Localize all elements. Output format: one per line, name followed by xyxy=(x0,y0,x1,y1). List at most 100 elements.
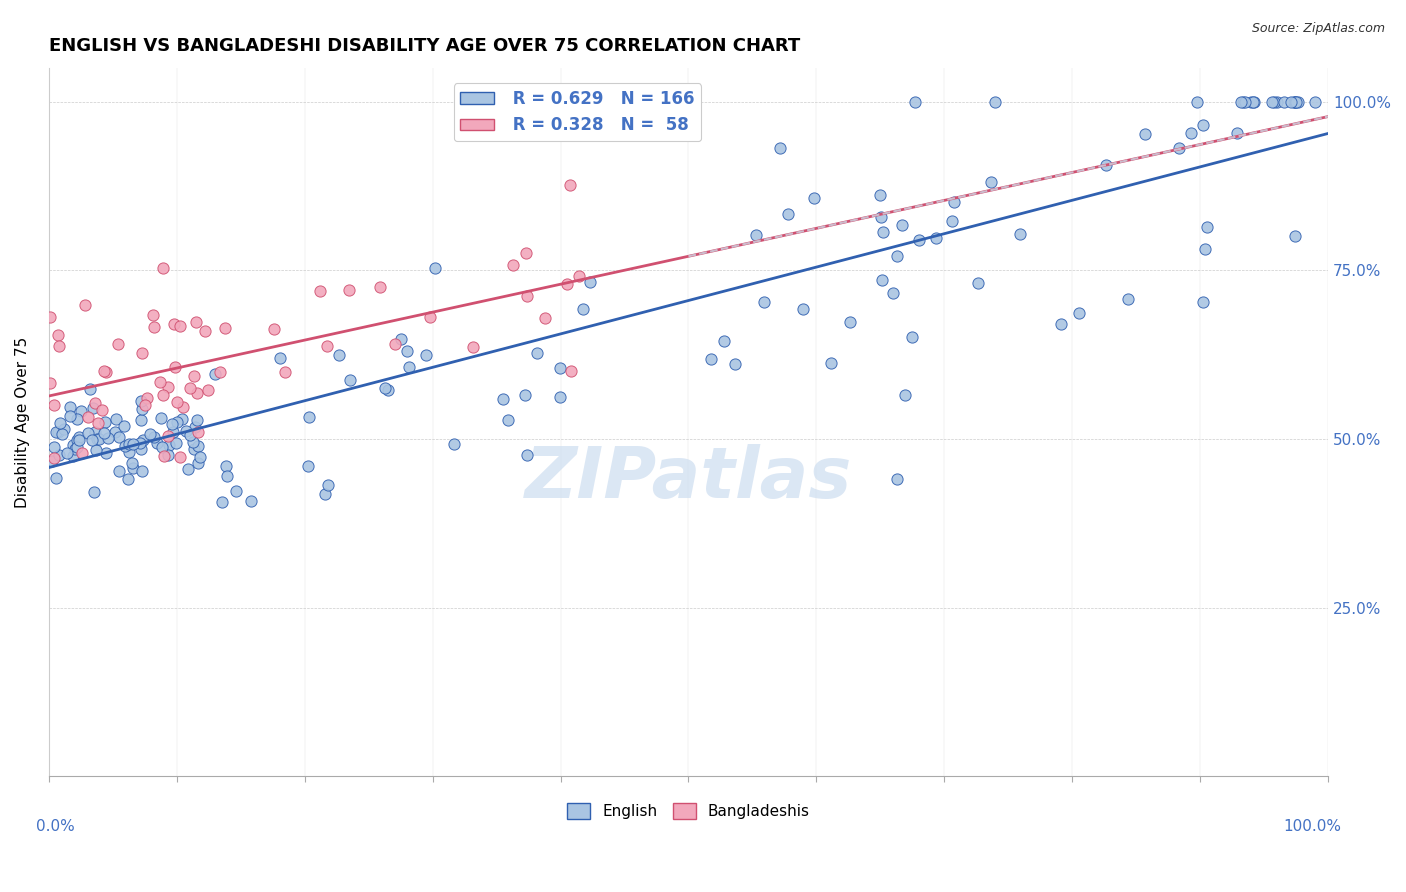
Point xyxy=(1261,95,1284,109)
Point xyxy=(1243,95,1265,109)
Point xyxy=(870,273,893,287)
Point xyxy=(886,250,908,264)
Point xyxy=(157,379,180,393)
Point xyxy=(1240,95,1263,109)
Point xyxy=(1168,141,1191,155)
Point xyxy=(1267,95,1289,109)
Point xyxy=(419,310,441,325)
Point xyxy=(142,430,165,444)
Point xyxy=(1180,127,1202,141)
Point xyxy=(560,178,582,193)
Point xyxy=(415,348,437,362)
Text: 0.0%: 0.0% xyxy=(37,819,75,834)
Point xyxy=(316,478,339,492)
Point xyxy=(48,448,70,462)
Point xyxy=(239,493,262,508)
Point xyxy=(700,351,723,366)
Point xyxy=(131,433,153,447)
Point xyxy=(1226,126,1249,140)
Point xyxy=(942,195,965,210)
Point xyxy=(891,218,914,232)
Point xyxy=(886,472,908,486)
Point xyxy=(204,367,226,381)
Point xyxy=(1233,95,1256,109)
Point xyxy=(134,398,156,412)
Point xyxy=(169,319,191,334)
Point xyxy=(516,289,538,303)
Point xyxy=(94,365,117,379)
Point xyxy=(377,383,399,397)
Point xyxy=(186,413,208,427)
Point xyxy=(1008,227,1031,242)
Point xyxy=(108,464,131,478)
Point xyxy=(139,426,162,441)
Point xyxy=(803,191,825,205)
Point xyxy=(745,227,768,242)
Point xyxy=(62,449,84,463)
Point xyxy=(1284,229,1306,244)
Point xyxy=(339,373,361,387)
Point xyxy=(97,431,120,445)
Point xyxy=(83,485,105,500)
Point xyxy=(93,364,115,378)
Point xyxy=(443,437,465,451)
Point xyxy=(1285,95,1308,109)
Point xyxy=(555,277,578,291)
Point xyxy=(526,346,548,360)
Point xyxy=(187,456,209,470)
Point xyxy=(129,413,152,427)
Point xyxy=(39,376,62,390)
Point xyxy=(67,434,90,448)
Point xyxy=(131,464,153,478)
Point xyxy=(776,207,799,221)
Point xyxy=(568,268,591,283)
Point xyxy=(52,421,75,435)
Point xyxy=(316,339,339,353)
Point xyxy=(925,231,948,245)
Point xyxy=(94,415,117,429)
Point xyxy=(967,276,990,290)
Point xyxy=(980,175,1002,189)
Point xyxy=(118,445,141,459)
Point xyxy=(45,471,67,485)
Point xyxy=(87,433,110,447)
Point xyxy=(395,343,418,358)
Point xyxy=(215,458,238,473)
Point xyxy=(183,368,205,383)
Point xyxy=(142,308,165,322)
Point xyxy=(724,357,747,371)
Point xyxy=(59,401,82,415)
Point xyxy=(398,359,420,374)
Point xyxy=(152,260,174,275)
Point xyxy=(263,321,285,335)
Legend: English, Bangladeshis: English, Bangladeshis xyxy=(561,797,815,825)
Point xyxy=(769,141,792,155)
Point xyxy=(172,400,194,414)
Point xyxy=(77,409,100,424)
Point xyxy=(96,445,118,459)
Point xyxy=(84,442,107,457)
Point xyxy=(82,401,104,415)
Point xyxy=(215,469,238,483)
Point xyxy=(752,294,775,309)
Point xyxy=(1282,95,1305,109)
Point xyxy=(183,442,205,456)
Point xyxy=(104,425,127,439)
Point xyxy=(63,442,86,457)
Point xyxy=(984,95,1007,109)
Point xyxy=(1197,220,1219,235)
Point xyxy=(515,245,537,260)
Point xyxy=(174,424,197,438)
Point xyxy=(46,425,69,440)
Point xyxy=(49,416,72,430)
Point xyxy=(131,402,153,417)
Point xyxy=(42,440,65,454)
Point xyxy=(129,442,152,456)
Point xyxy=(87,416,110,430)
Point xyxy=(1067,306,1090,320)
Point xyxy=(91,403,114,417)
Point xyxy=(179,428,201,442)
Point xyxy=(149,375,172,389)
Point xyxy=(156,428,179,442)
Point xyxy=(838,314,860,328)
